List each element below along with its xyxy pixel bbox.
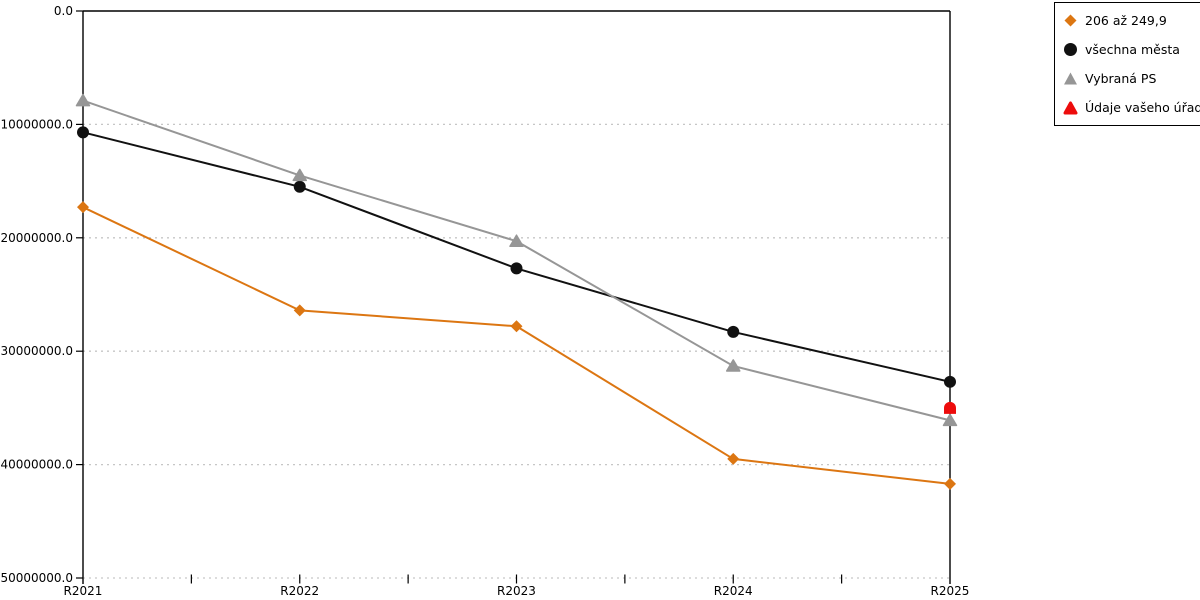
legend-item-vsechna-mesta: všechna města bbox=[1063, 35, 1200, 64]
data-point-triangle bbox=[726, 359, 741, 372]
data-point-circle bbox=[727, 325, 740, 338]
red-triangle-icon bbox=[1063, 101, 1078, 115]
legend-label: všechna města bbox=[1085, 42, 1180, 57]
series-line-triangle bbox=[82, 99, 951, 422]
data-point-circle bbox=[293, 180, 306, 193]
data-point-diamond bbox=[293, 304, 306, 317]
data-point-triangle bbox=[75, 93, 91, 107]
y-axis-label: -20000000.0 bbox=[0, 231, 73, 245]
data-point-dome bbox=[944, 401, 956, 414]
x-axis-label: R2025 bbox=[931, 584, 970, 598]
circle-icon bbox=[1064, 43, 1077, 56]
y-axis-label: -40000000.0 bbox=[0, 458, 73, 472]
legend-item-udaje-vaseho-uradu: Údaje vašeho úřadu bbox=[1063, 93, 1200, 122]
triangle-icon bbox=[1064, 72, 1077, 85]
series-line-circle bbox=[82, 131, 951, 383]
y-axis-label: -30000000.0 bbox=[0, 344, 73, 358]
data-point-triangle bbox=[292, 168, 307, 182]
legend-label: Vybraná PS bbox=[1085, 71, 1157, 86]
legend: 206 až 249,9 všechna města Vybraná PS Úd… bbox=[1054, 2, 1200, 126]
y-axis-label: -10000000.0 bbox=[0, 117, 73, 131]
diamond-icon bbox=[1064, 14, 1077, 27]
data-point-circle bbox=[77, 126, 89, 139]
data-point-circle bbox=[510, 262, 523, 275]
legend-item-vybrana-ps: Vybraná PS bbox=[1063, 64, 1200, 93]
x-axis-label: R2023 bbox=[497, 584, 536, 598]
data-point-diamond bbox=[727, 452, 740, 465]
data-point-diamond bbox=[77, 201, 89, 214]
x-axis-label: R2022 bbox=[280, 584, 319, 598]
x-axis-label: R2021 bbox=[64, 584, 103, 598]
x-axis-label: R2024 bbox=[714, 584, 753, 598]
data-point-triangle bbox=[509, 234, 524, 247]
y-axis-label: 0.0 bbox=[54, 4, 73, 18]
data-point-triangle bbox=[942, 413, 958, 427]
data-point-diamond bbox=[944, 477, 956, 490]
data-point-circle bbox=[944, 375, 956, 388]
y-axis-label: -50000000.0 bbox=[0, 571, 73, 585]
series-line-diamond bbox=[82, 206, 951, 485]
data-point-diamond bbox=[510, 320, 523, 333]
legend-item-206-az-249-9: 206 až 249,9 bbox=[1063, 6, 1200, 35]
legend-label: Údaje vašeho úřadu bbox=[1085, 100, 1200, 115]
legend-label: 206 až 249,9 bbox=[1085, 13, 1167, 28]
